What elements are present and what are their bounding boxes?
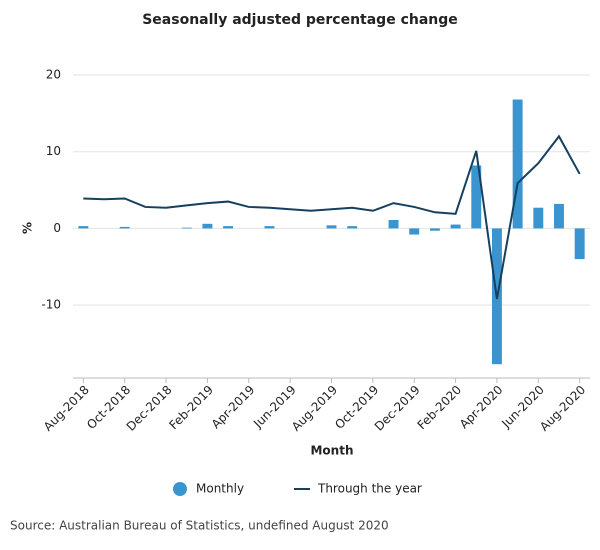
source: Source: Australian Bureau of Statistics,… bbox=[10, 519, 389, 533]
bar bbox=[533, 207, 544, 229]
bar bbox=[574, 228, 585, 260]
x-tick-label: Feb-2019 bbox=[166, 383, 216, 433]
bar bbox=[264, 226, 275, 229]
legend-label: Monthly bbox=[196, 482, 244, 496]
bar bbox=[450, 224, 461, 229]
y-tick-label: 0 bbox=[53, 221, 61, 235]
bar bbox=[471, 165, 482, 229]
y-tick-label: -10 bbox=[41, 298, 61, 312]
y-axis-label: % bbox=[21, 222, 35, 234]
x-tick-label: Aug-2020 bbox=[537, 383, 588, 434]
x-tick-label: Apr-2020 bbox=[457, 383, 506, 432]
x-tick-label: Aug-2019 bbox=[289, 383, 340, 434]
legend-label: Through the year bbox=[317, 482, 422, 496]
bar bbox=[409, 228, 420, 235]
bar bbox=[202, 223, 213, 229]
bar bbox=[326, 225, 337, 229]
bar bbox=[512, 99, 523, 229]
bar bbox=[181, 227, 192, 229]
bar bbox=[388, 219, 399, 229]
bar bbox=[119, 226, 130, 229]
y-tick-label: 10 bbox=[46, 144, 61, 158]
bar bbox=[429, 228, 440, 231]
bar bbox=[347, 226, 358, 229]
legend-marker bbox=[173, 482, 187, 496]
bar bbox=[223, 226, 234, 229]
line bbox=[83, 134, 581, 300]
bar bbox=[78, 226, 89, 229]
x-tick-label: Dec-2018 bbox=[124, 383, 175, 434]
chart-title: Seasonally adjusted percentage change bbox=[142, 12, 458, 28]
x-tick-label: Feb-2020 bbox=[415, 383, 465, 433]
x-axis-label: Month bbox=[310, 444, 353, 458]
bar bbox=[554, 203, 564, 229]
x-tick-label: Dec-2019 bbox=[372, 383, 423, 434]
y-tick-label: 20 bbox=[46, 68, 61, 82]
x-tick-label: Apr-2019 bbox=[209, 383, 258, 432]
x-tick-label: Aug-2018 bbox=[41, 383, 92, 434]
